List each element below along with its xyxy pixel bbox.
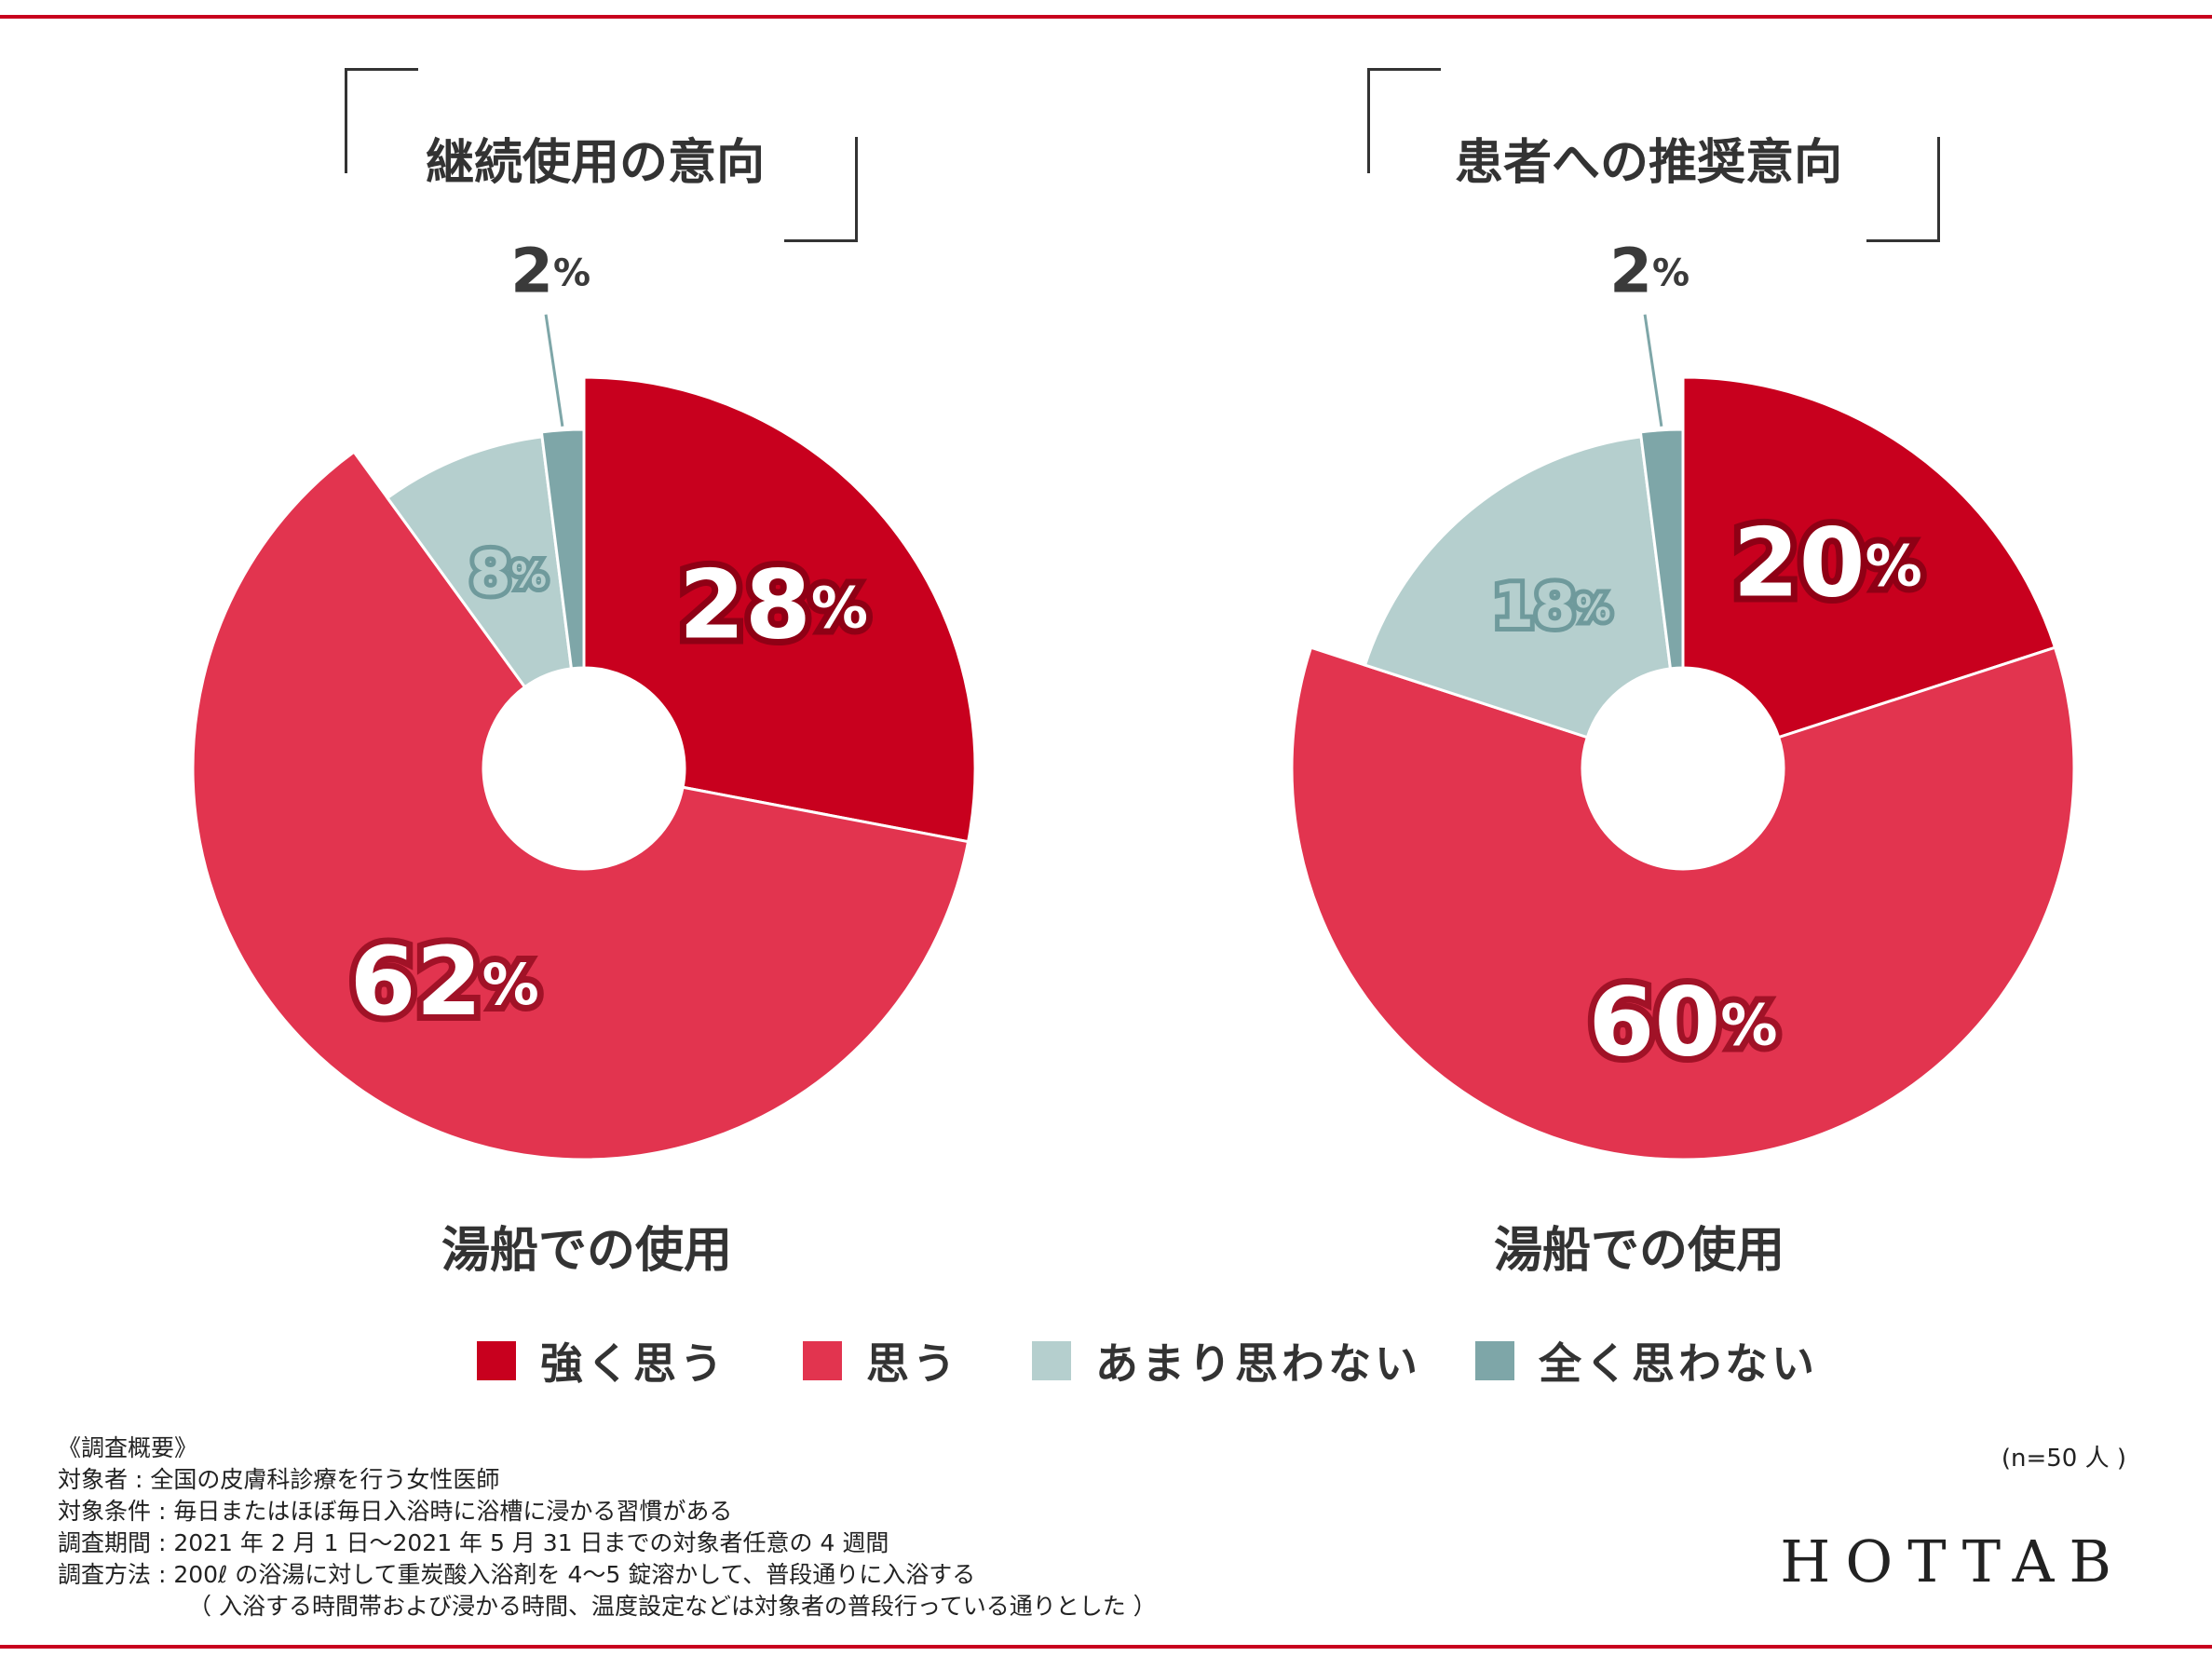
legend-item-agree: 思う	[803, 1330, 959, 1392]
slice-value-label: 28%	[679, 550, 868, 661]
notes-heading: 《調査概要》	[58, 1434, 198, 1461]
slice-value-label: 20%	[1733, 508, 1922, 618]
slice-agree	[1290, 645, 2076, 1161]
donut-chart-recommendation: 20% 60% 18% 2%	[1290, 236, 2076, 1161]
sample-size: (n=50 人 )	[2001, 1445, 2126, 1473]
slice-agree	[191, 450, 970, 1161]
slice-somewhat-disagree	[1363, 435, 1673, 740]
notes-line: 調査期間 : 2021 年 2 月 1 日〜2021 年 5 月 31 日までの…	[58, 1529, 889, 1556]
slice-strongly-agree	[582, 375, 977, 844]
notes-line: 調査方法 : 200ℓ の浴湯に対して重炭酸入浴剤を 4〜5 錠溶かして、普段通…	[58, 1561, 976, 1588]
leader-line	[1643, 314, 1663, 427]
slice-value-label: 62%	[350, 927, 539, 1038]
notes-line: 対象条件 : 毎日またはほぼ毎日入浴時に浴槽に浸かる習慣がある	[58, 1498, 733, 1525]
legend-swatch	[803, 1341, 842, 1380]
slice-strongly-disagree	[539, 428, 586, 671]
bottom-rule	[0, 1645, 2212, 1649]
title-bracket-close	[1866, 137, 1940, 242]
chart-subtitle: 湯船での使用	[1493, 1223, 1785, 1279]
top-rule	[0, 15, 2212, 19]
title-bracket-open	[345, 68, 418, 173]
legend-item-strongly-disagree: 全く思わない	[1475, 1330, 1818, 1392]
chart-title: 継続使用の意向	[425, 135, 765, 191]
survey-notes: 《調査概要》 対象者 : 全国の皮膚科診療を行う女性医師 対象条件 : 毎日また…	[58, 1432, 1157, 1622]
legend-item-somewhat-disagree: あまり思わない	[1032, 1330, 1421, 1392]
legend: 強く思う 思う あまり思わない 全く思わない	[0, 1330, 2212, 1395]
donut-chart-continued-use: 28% 62% 8% 2%	[191, 236, 977, 1161]
chart-title: 患者への推奨意向	[1454, 135, 1842, 191]
legend-swatch	[1475, 1341, 1514, 1380]
legend-item-strongly-agree: 強く思う	[477, 1330, 726, 1392]
slice-value-label: 8%	[469, 539, 547, 608]
notes-line: （ 入浴する時間帯および浸かる時間、温度設定などは対象者の普段行っている通りとし…	[188, 1593, 1157, 1620]
slice-value-label: 2%	[510, 236, 590, 307]
slice-somewhat-disagree	[385, 435, 574, 689]
legend-label: 思う	[866, 1338, 959, 1389]
slice-value-label: 18%	[1493, 572, 1611, 641]
legend-label: 全く思わない	[1539, 1338, 1818, 1389]
leader-line	[544, 314, 564, 427]
brand-logo: HOTTAB	[1780, 1527, 2126, 1595]
title-bracket-open	[1367, 68, 1441, 173]
slice-value-label: 2%	[1609, 236, 1690, 307]
legend-swatch	[477, 1341, 516, 1380]
slice-strongly-agree	[1681, 375, 2057, 740]
title-bracket-close	[784, 137, 858, 242]
notes-line: 対象者 : 全国の皮膚科診療を行う女性医師	[58, 1466, 500, 1493]
legend-swatch	[1032, 1341, 1071, 1380]
slice-value-label: 60%	[1588, 967, 1777, 1078]
legend-label: あまり思わない	[1095, 1338, 1421, 1389]
slice-strongly-disagree	[1638, 428, 1685, 671]
legend-label: 強く思う	[540, 1338, 726, 1389]
chart-subtitle: 湯船での使用	[441, 1223, 732, 1279]
